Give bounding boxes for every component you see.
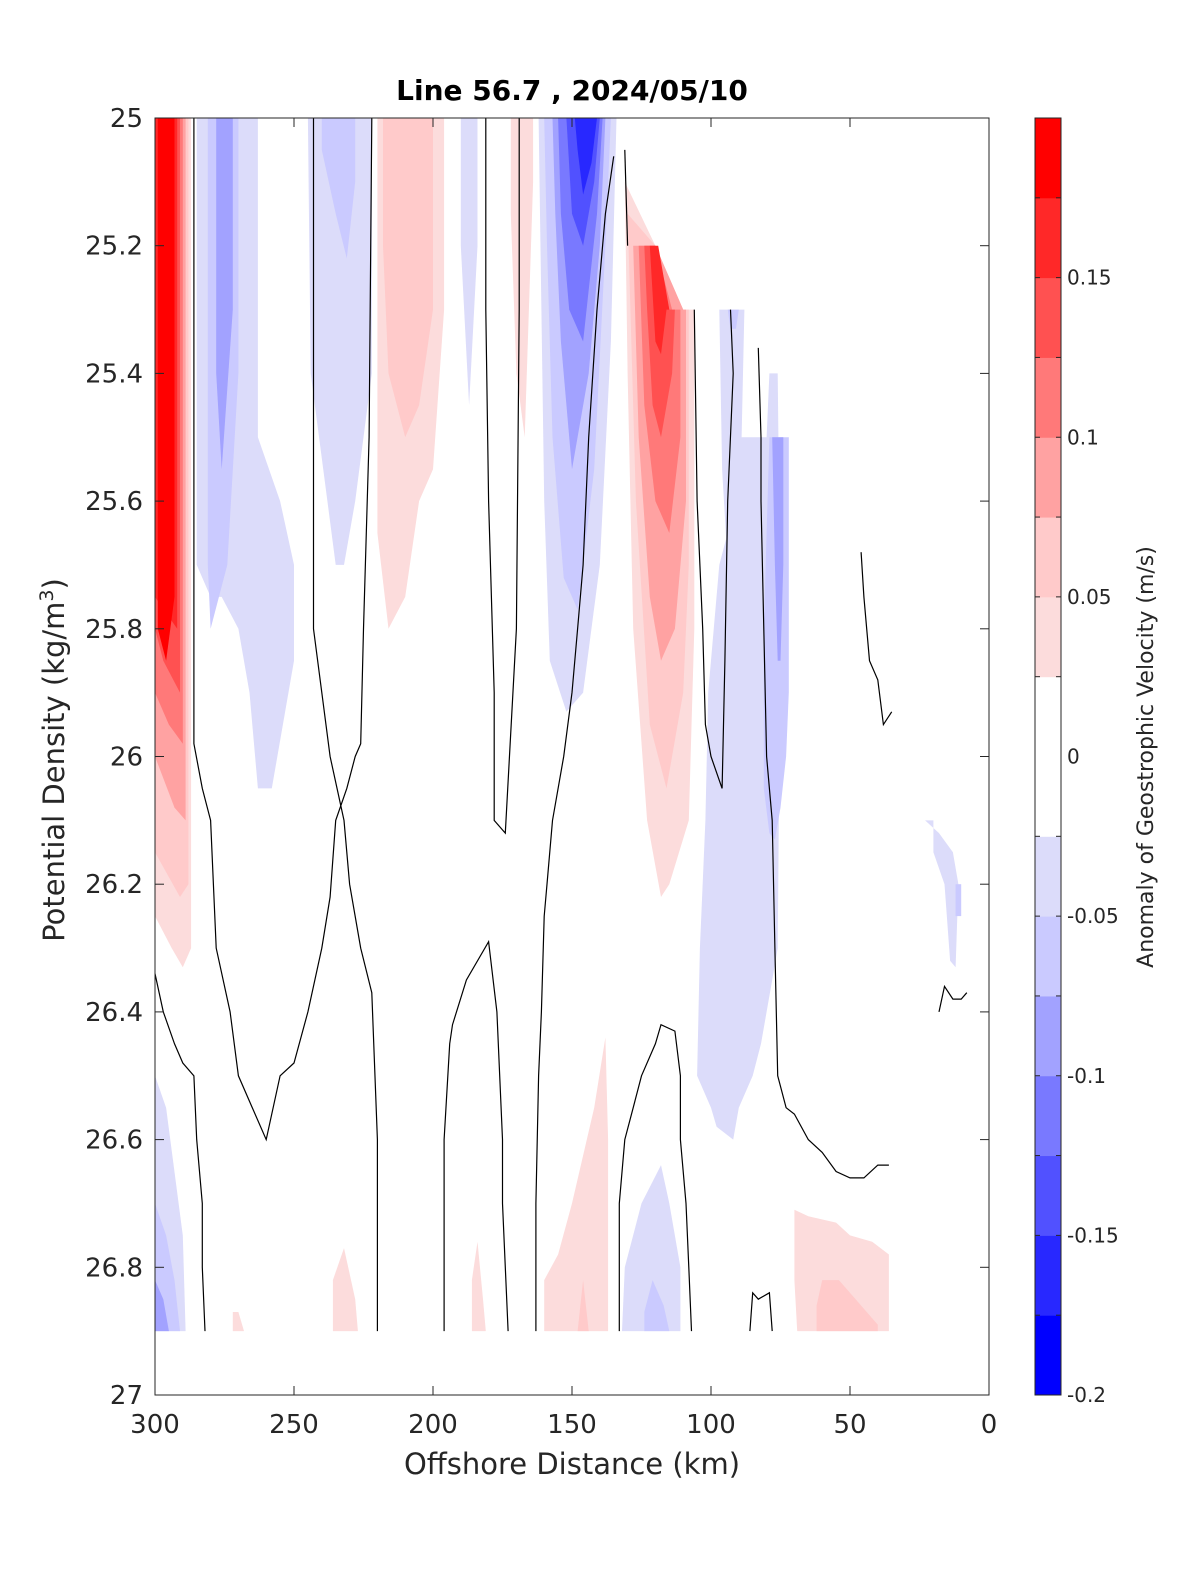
colorbar-level-4 [1035, 995, 1061, 1077]
colorbar-level-2 [1035, 1155, 1061, 1236]
y-axis-label-end: ) [37, 578, 71, 589]
velocity-region-39 [232, 1312, 244, 1332]
velocity-region-34 [955, 884, 962, 917]
zero-contour-1 [154, 973, 206, 1332]
colorbar-tick-label: -0.05 [1067, 904, 1119, 928]
colorbar-tick-label: -0.15 [1067, 1223, 1119, 1247]
velocity-region-45 [644, 1280, 670, 1332]
velocity-region-43 [577, 1280, 589, 1332]
zero-contour-lines [154, 117, 968, 1332]
colorbar-tick-label: 0.15 [1067, 266, 1112, 290]
zero-contour-12 [749, 1291, 773, 1332]
x-tick-label: 300 [130, 1410, 180, 1440]
velocity-region-40 [332, 1248, 358, 1332]
colorbar-level-10 [1035, 437, 1061, 518]
velocity-region-10 [307, 118, 372, 565]
y-axis-label-main: Potential Density (kg/m [37, 602, 71, 942]
y-tick-label: 25.8 [85, 615, 143, 645]
zero-contour-11 [938, 984, 968, 1013]
y-tick-label: 25 [110, 104, 143, 134]
y-tick-label: 26.4 [85, 998, 143, 1028]
zero-contour-4 [535, 156, 615, 1332]
colorbar-tick-label: 0.1 [1067, 425, 1099, 449]
velocity-region-9 [216, 118, 233, 470]
velocity-region-47 [816, 1280, 878, 1332]
colorbar-level-7 [1035, 676, 1061, 837]
x-tick-label: 0 [981, 1410, 998, 1440]
x-tick-label: 150 [547, 1410, 597, 1440]
velocity-region-21 [574, 118, 597, 195]
colorbar-level-8 [1035, 596, 1061, 678]
zero-contour-8 [693, 309, 734, 789]
zero-contour-9 [757, 347, 889, 1179]
y-tick-label: 26.6 [85, 1126, 143, 1156]
colorbar: -0.2 -0.15 -0.1 -0.05 0 0.05 0.1 0.15 Anomaly o… [1034, 117, 1159, 1407]
y-tick-label: 26 [110, 743, 143, 773]
zero-contour-0 [193, 117, 373, 1142]
velocity-region-27 [649, 245, 670, 355]
zero-contour-5 [485, 118, 520, 835]
velocity-region-11 [321, 118, 356, 259]
y-tick-label: 27 [110, 1381, 143, 1411]
colorbar-level-13 [1035, 197, 1061, 279]
zero-contour-6 [618, 1023, 693, 1332]
x-axis: 300 250 200 150 100 50 0 [130, 118, 997, 1440]
colorbar-level-0 [1035, 1315, 1061, 1396]
colorbar-tick-label: -0.2 [1067, 1383, 1106, 1407]
zero-contour-2 [312, 118, 378, 1332]
velocity-region-41 [471, 1241, 486, 1332]
colorbar-level-6 [1035, 836, 1061, 917]
velocity-region-13 [383, 118, 433, 438]
colorbar-level-5 [1035, 916, 1061, 997]
y-tick-label: 26.8 [85, 1253, 143, 1283]
velocity-region-38 [155, 1280, 169, 1332]
velocity-region-6 [157, 118, 175, 661]
x-tick-label: 250 [269, 1410, 319, 1440]
colorbar-label: Anomaly of Geostrophic Velocity (m/s) [1134, 546, 1159, 968]
colorbar-tick-label: 0.05 [1067, 585, 1112, 609]
velocity-region-33 [925, 820, 959, 968]
colorbar-level-3 [1035, 1075, 1061, 1157]
y-tick-label: 25.4 [85, 359, 143, 389]
velocity-filled-contours [155, 118, 962, 1332]
colorbar-level-1 [1035, 1235, 1061, 1316]
colorbar-levels [1035, 118, 1061, 1396]
y-axis: 25 25.2 25.4 25.6 25.8 26 26.2 26.4 26.6 26.8 27 [85, 104, 989, 1411]
zero-contour-10 [860, 552, 893, 727]
zero-contour-7 [624, 149, 629, 246]
y-axis-label: Potential Density (kg/m3) [36, 578, 71, 942]
x-axis-label: Offshore Distance (km) [404, 1447, 740, 1481]
velocity-region-32 [772, 437, 784, 661]
colorbar-tick-label: 0 [1067, 745, 1080, 769]
x-tick-label: 200 [408, 1410, 458, 1440]
colorbar-ticks: -0.2 -0.15 -0.1 -0.05 0 0.05 0.1 0.15 [1035, 117, 1119, 1407]
colorbar-tick-label: -0.1 [1067, 1064, 1106, 1088]
zero-contour-3 [443, 939, 509, 1332]
velocity-region-30 [697, 373, 781, 1140]
x-tick-label: 100 [686, 1410, 736, 1440]
velocity-region-14 [460, 118, 478, 406]
colorbar-level-9 [1035, 517, 1061, 598]
y-tick-label: 25.2 [85, 232, 143, 262]
y-axis-label-sup: 3 [36, 589, 58, 601]
plot-area: 300 250 200 150 100 50 0 2525.225.425.625.8262… [85, 104, 997, 1440]
colorbar-frame [1034, 117, 1062, 1396]
velocity-region-15 [510, 118, 534, 438]
colorbar-level-11 [1035, 357, 1061, 438]
y-tick-label: 26.2 [85, 870, 143, 900]
colorbar-level-12 [1035, 277, 1061, 358]
x-tick-label: 50 [833, 1410, 866, 1440]
velocity-region-42 [544, 1037, 609, 1332]
chart-title: Line 56.7 , 2024/05/10 [396, 74, 748, 107]
velocity-region-44 [622, 1165, 681, 1332]
colorbar-level-14 [1035, 118, 1061, 199]
y-tick-label: 25.6 [85, 487, 143, 517]
